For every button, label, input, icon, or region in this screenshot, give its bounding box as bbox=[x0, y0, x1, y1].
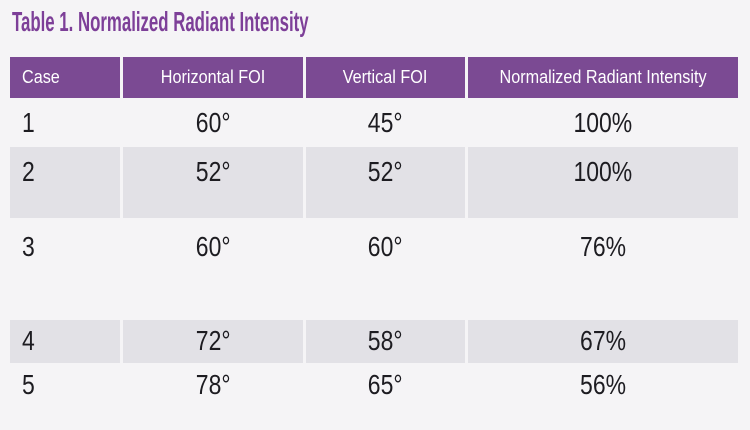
header-label: Case bbox=[22, 67, 60, 87]
header-cell-normalized-radiant-intensity: Normalized Radiant Intensity bbox=[468, 57, 738, 98]
cell-value: 56% bbox=[580, 369, 626, 400]
table-row: 1 60° 45° 100% bbox=[10, 98, 738, 147]
header-cell-vertical-foi: Vertical FOI bbox=[306, 57, 465, 98]
cell-vertical-foi: 60° bbox=[306, 218, 465, 320]
cell-value: 58° bbox=[368, 325, 403, 356]
cell-case: 5 bbox=[10, 363, 120, 430]
header-label: Horizontal FOI bbox=[160, 67, 266, 87]
cell-value: 45° bbox=[368, 107, 403, 138]
cell-normalized-radiant-intensity: 67% bbox=[468, 320, 738, 363]
cell-normalized-radiant-intensity: 76% bbox=[468, 218, 738, 320]
cell-vertical-foi: 52° bbox=[306, 147, 465, 218]
cell-horizontal-foi: 60° bbox=[123, 98, 303, 147]
cell-horizontal-foi: 52° bbox=[123, 147, 303, 218]
cell-value: 5 bbox=[22, 369, 35, 400]
cell-value: 52° bbox=[195, 156, 231, 187]
cell-value: 60° bbox=[195, 231, 231, 262]
cell-case: 1 bbox=[10, 98, 120, 147]
cell-value: 76% bbox=[580, 231, 626, 262]
cell-value: 72° bbox=[195, 325, 231, 356]
cell-value: 67% bbox=[580, 325, 626, 356]
cell-normalized-radiant-intensity: 100% bbox=[468, 98, 738, 147]
cell-value: 100% bbox=[573, 156, 633, 187]
cell-vertical-foi: 58° bbox=[306, 320, 465, 363]
cell-vertical-foi: 45° bbox=[306, 98, 465, 147]
cell-value: 3 bbox=[22, 231, 35, 262]
cell-horizontal-foi: 78° bbox=[123, 363, 303, 430]
cell-value: 2 bbox=[22, 156, 35, 187]
cell-value: 65° bbox=[368, 369, 403, 400]
cell-value: 1 bbox=[22, 107, 35, 138]
radiant-intensity-table: Case Horizontal FOI Vertical FOI Normali… bbox=[10, 57, 738, 430]
cell-value: 52° bbox=[368, 156, 403, 187]
cell-vertical-foi: 65° bbox=[306, 363, 465, 430]
cell-horizontal-foi: 60° bbox=[123, 218, 303, 320]
table-row: 4 72° 58° 67% bbox=[10, 320, 738, 363]
cell-value: 4 bbox=[22, 325, 35, 356]
cell-value: 100% bbox=[573, 107, 633, 138]
header-cell-horizontal-foi: Horizontal FOI bbox=[123, 57, 303, 98]
cell-value: 78° bbox=[195, 369, 231, 400]
cell-normalized-radiant-intensity: 56% bbox=[468, 363, 738, 430]
cell-normalized-radiant-intensity: 100% bbox=[468, 147, 738, 218]
header-label: Normalized Radiant Intensity bbox=[499, 67, 707, 87]
table-row: 5 78° 65° 56% bbox=[10, 363, 738, 430]
cell-case: 2 bbox=[10, 147, 120, 218]
cell-value: 60° bbox=[368, 231, 403, 262]
cell-case: 3 bbox=[10, 218, 120, 320]
table-header-row: Case Horizontal FOI Vertical FOI Normali… bbox=[10, 57, 738, 98]
header-label: Vertical FOI bbox=[343, 67, 428, 87]
table-row: 2 52° 52° 100% bbox=[10, 147, 738, 218]
cell-case: 4 bbox=[10, 320, 120, 363]
cell-value: 60° bbox=[195, 107, 231, 138]
table-title: Table 1. Normalized Radiant Intensity bbox=[12, 6, 309, 37]
table-row: 3 60° 60° 76% bbox=[10, 218, 738, 320]
cell-horizontal-foi: 72° bbox=[123, 320, 303, 363]
header-cell-case: Case bbox=[10, 57, 120, 98]
